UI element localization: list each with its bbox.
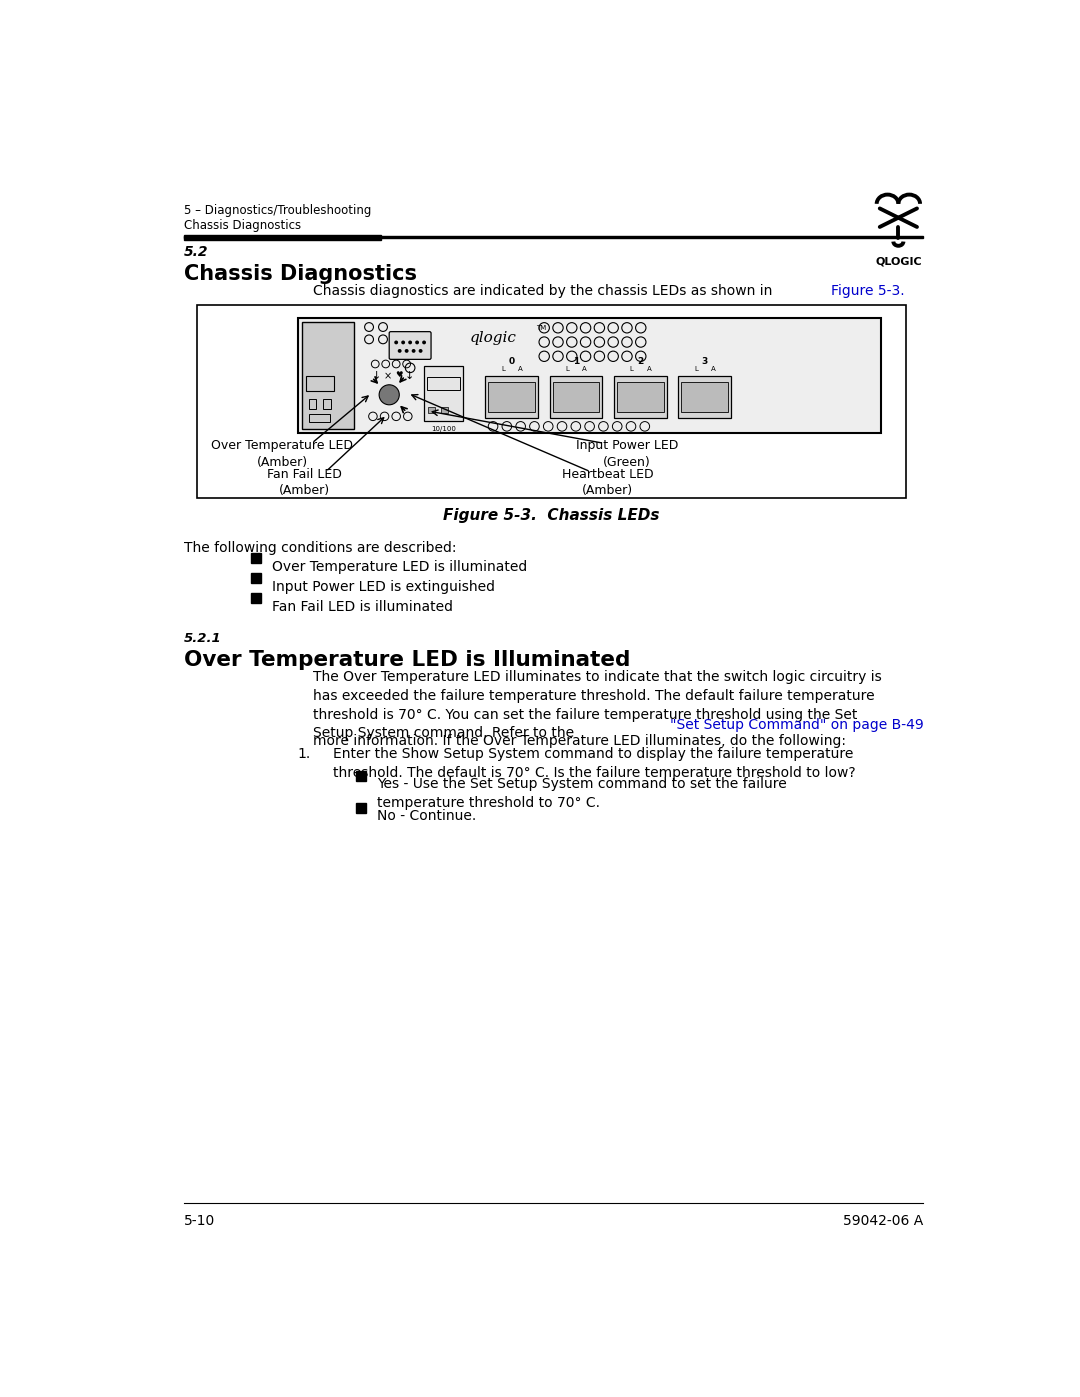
Text: "Set Setup Command" on page B-49: "Set Setup Command" on page B-49	[670, 718, 923, 732]
Text: Figure 5-3.  Chassis LEDs: Figure 5-3. Chassis LEDs	[443, 509, 660, 522]
Text: 5.2: 5.2	[184, 246, 208, 260]
Circle shape	[419, 349, 422, 353]
Bar	[323, 400, 332, 409]
Bar	[428, 407, 435, 412]
Bar	[356, 771, 366, 781]
Text: 0: 0	[509, 358, 515, 366]
Bar	[553, 381, 599, 412]
Bar	[309, 414, 330, 422]
Text: (Amber): (Amber)	[257, 455, 308, 468]
Bar	[184, 236, 923, 237]
Text: 3: 3	[702, 358, 707, 366]
Text: Fan Fail LED: Fan Fail LED	[267, 468, 341, 481]
Text: (Amber): (Amber)	[279, 485, 329, 497]
Bar	[678, 376, 731, 418]
Text: L: L	[566, 366, 569, 372]
Text: No - Continue.: No - Continue.	[377, 809, 476, 823]
Text: L: L	[630, 366, 634, 372]
Bar	[184, 235, 381, 240]
Text: Chassis Diagnostics: Chassis Diagnostics	[184, 219, 301, 232]
Text: Over Temperature LED is illuminated: Over Temperature LED is illuminated	[272, 560, 527, 574]
FancyBboxPatch shape	[389, 331, 431, 359]
Text: Input Power LED: Input Power LED	[576, 440, 678, 453]
Bar	[613, 376, 666, 418]
Bar	[617, 381, 663, 412]
Text: Heartbeat LED: Heartbeat LED	[562, 468, 653, 481]
Text: The following conditions are described:: The following conditions are described:	[184, 541, 457, 555]
Bar	[485, 376, 538, 418]
Circle shape	[401, 341, 405, 344]
Text: A: A	[517, 366, 523, 372]
Bar	[309, 400, 316, 409]
Text: ×: ×	[383, 372, 392, 381]
Text: L: L	[694, 366, 698, 372]
Text: ♥: ♥	[395, 370, 402, 379]
Circle shape	[408, 341, 413, 344]
Text: Over Temperature LED: Over Temperature LED	[212, 440, 353, 453]
Bar	[428, 377, 460, 390]
Bar	[550, 376, 603, 418]
Text: Over Temperature LED is Illuminated: Over Temperature LED is Illuminated	[184, 651, 631, 671]
Text: Yes - Use the Set Setup System command to set the failure
temperature threshold : Yes - Use the Set Setup System command t…	[377, 778, 786, 810]
Text: (Green): (Green)	[604, 455, 651, 468]
Text: 1.: 1.	[298, 747, 311, 761]
Bar	[252, 573, 261, 584]
Bar	[488, 381, 535, 412]
Circle shape	[397, 349, 402, 353]
Text: A: A	[647, 366, 651, 372]
Text: Fan Fail LED is illuminated: Fan Fail LED is illuminated	[272, 599, 454, 613]
Bar	[197, 306, 906, 497]
Text: 5 – Diagnostics/Troubleshooting: 5 – Diagnostics/Troubleshooting	[184, 204, 372, 217]
Circle shape	[405, 349, 408, 353]
Bar	[252, 553, 261, 563]
Bar	[681, 381, 728, 412]
Text: Chassis Diagnostics: Chassis Diagnostics	[184, 264, 417, 284]
Bar	[441, 407, 448, 412]
Text: Chassis diagnostics are indicated by the chassis LEDs as shown in: Chassis diagnostics are indicated by the…	[313, 284, 777, 298]
Text: Input Power LED is extinguished: Input Power LED is extinguished	[272, 580, 495, 594]
Text: qlogic: qlogic	[470, 331, 516, 345]
Text: TM: TM	[537, 326, 546, 331]
Text: 2: 2	[637, 358, 644, 366]
Bar	[252, 594, 261, 604]
Circle shape	[379, 384, 400, 405]
Text: A: A	[711, 366, 716, 372]
Circle shape	[411, 349, 416, 353]
Bar	[424, 366, 463, 420]
Text: ↓: ↓	[405, 372, 414, 381]
Text: 5-10: 5-10	[184, 1214, 215, 1228]
Text: 59042-06 A: 59042-06 A	[842, 1214, 923, 1228]
Text: The Over Temperature LED illuminates to indicate that the switch logic circuitry: The Over Temperature LED illuminates to …	[313, 671, 882, 740]
Bar	[298, 317, 880, 433]
Text: ↓: ↓	[373, 372, 381, 381]
Circle shape	[415, 341, 419, 344]
Text: Enter the Show Setup System command to display the failure temperature
threshold: Enter the Show Setup System command to d…	[333, 747, 855, 780]
Text: 10/100: 10/100	[431, 426, 456, 432]
Text: QLOGIC: QLOGIC	[875, 256, 921, 267]
Text: 1: 1	[572, 358, 579, 366]
Text: Figure 5-3.: Figure 5-3.	[831, 284, 905, 298]
Text: (Amber): (Amber)	[582, 485, 633, 497]
Bar	[307, 376, 334, 391]
Bar	[301, 321, 354, 429]
Bar	[356, 803, 366, 813]
Text: L: L	[501, 366, 505, 372]
Text: more information. If the Over Temperature LED illuminates, do the following:: more information. If the Over Temperatur…	[313, 733, 847, 747]
Text: A: A	[582, 366, 586, 372]
Text: 5.2.1: 5.2.1	[184, 631, 221, 645]
Circle shape	[422, 341, 426, 344]
Circle shape	[394, 341, 399, 344]
